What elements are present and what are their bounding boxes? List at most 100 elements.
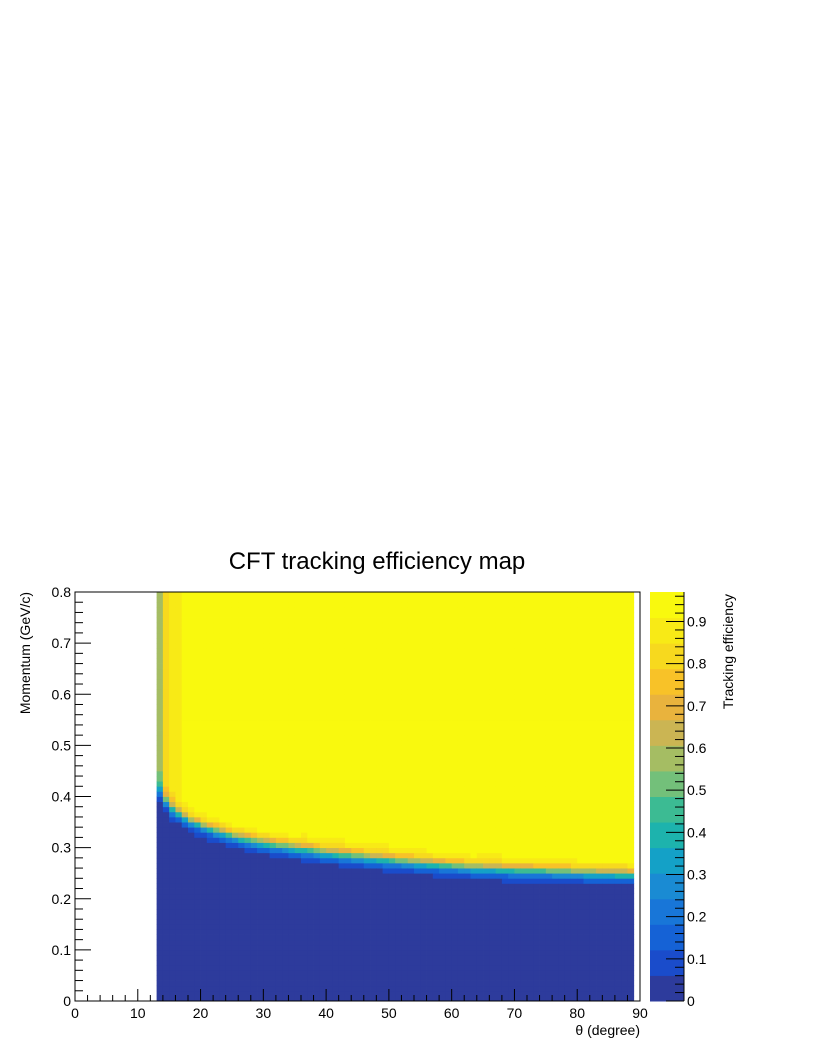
heatmap-cell bbox=[263, 638, 271, 644]
heatmap-cell bbox=[432, 627, 440, 634]
heatmap-cell bbox=[319, 857, 327, 864]
heatmap-cell bbox=[282, 919, 289, 925]
heatmap-cell bbox=[483, 791, 490, 797]
heatmap-cell bbox=[219, 929, 227, 935]
heatmap-cell bbox=[388, 745, 396, 751]
heatmap-cell bbox=[206, 658, 214, 664]
heatmap-cell bbox=[169, 847, 176, 854]
heatmap-cell bbox=[351, 622, 358, 629]
heatmap-cell bbox=[231, 796, 239, 803]
heatmap-cell bbox=[332, 770, 340, 777]
heatmap-cell bbox=[470, 832, 478, 838]
heatmap-cell bbox=[495, 878, 503, 884]
heatmap-cell bbox=[282, 929, 289, 935]
heatmap-cell bbox=[420, 852, 427, 859]
heatmap-cell bbox=[451, 694, 459, 700]
heatmap-cell bbox=[395, 985, 402, 992]
heatmap-cell bbox=[508, 806, 515, 813]
heatmap-cell bbox=[483, 648, 490, 654]
heatmap-cell bbox=[420, 965, 427, 971]
heatmap-cell bbox=[175, 632, 183, 639]
heatmap-cell bbox=[363, 806, 371, 813]
heatmap-cell bbox=[263, 929, 271, 935]
heatmap-cell bbox=[501, 673, 509, 680]
heatmap-cell bbox=[476, 924, 484, 930]
heatmap-cell bbox=[533, 960, 540, 966]
heatmap-cell bbox=[407, 658, 415, 664]
heatmap-cell bbox=[476, 832, 484, 838]
heatmap-cell bbox=[319, 878, 327, 884]
heatmap-cell bbox=[307, 934, 314, 941]
heatmap-cell bbox=[432, 980, 440, 987]
heatmap-cell bbox=[238, 663, 245, 670]
heatmap-cell bbox=[188, 730, 195, 736]
heatmap-cell bbox=[231, 862, 239, 869]
heatmap-cell bbox=[175, 954, 183, 961]
heatmap-cell bbox=[508, 592, 515, 598]
heatmap-cell bbox=[269, 750, 277, 756]
heatmap-cell bbox=[175, 847, 183, 854]
heatmap-cell bbox=[388, 914, 396, 920]
heatmap-cell bbox=[351, 862, 358, 869]
heatmap-cell bbox=[382, 638, 390, 644]
heatmap-cell bbox=[388, 730, 396, 736]
heatmap-cell bbox=[363, 597, 371, 603]
heatmap-cell bbox=[250, 842, 258, 849]
heatmap-cell bbox=[464, 678, 471, 685]
heatmap-cell bbox=[257, 857, 264, 864]
heatmap-cell bbox=[156, 765, 164, 772]
heatmap-cell bbox=[426, 673, 434, 680]
heatmap-cell bbox=[294, 689, 302, 695]
heatmap-cell bbox=[326, 735, 333, 741]
heatmap-cell bbox=[301, 878, 308, 884]
heatmap-cell bbox=[213, 745, 220, 751]
heatmap-cell bbox=[231, 653, 239, 659]
heatmap-cell bbox=[520, 888, 528, 895]
heatmap-cell bbox=[313, 929, 321, 935]
heatmap-cell bbox=[476, 939, 484, 946]
heatmap-cell bbox=[414, 862, 421, 869]
heatmap-cell bbox=[457, 730, 465, 736]
heatmap-cell bbox=[401, 709, 409, 716]
heatmap-cell bbox=[188, 602, 195, 608]
heatmap-cell bbox=[344, 832, 352, 838]
heatmap-cell bbox=[294, 801, 302, 808]
heatmap-cell bbox=[188, 648, 195, 654]
heatmap-cell bbox=[414, 878, 421, 884]
heatmap-cell bbox=[426, 868, 434, 874]
heatmap-cell bbox=[501, 949, 509, 956]
heatmap-cell bbox=[388, 995, 396, 1002]
heatmap-cell bbox=[169, 883, 176, 889]
heatmap-cell bbox=[527, 893, 534, 900]
heatmap-cell bbox=[470, 837, 478, 843]
heatmap-cell bbox=[520, 898, 528, 905]
heatmap-cell bbox=[225, 898, 233, 905]
heatmap-cell bbox=[527, 699, 534, 705]
heatmap-cell bbox=[206, 842, 214, 849]
heatmap-cell bbox=[407, 770, 415, 777]
heatmap-cell bbox=[501, 908, 509, 915]
heatmap-cell bbox=[401, 724, 409, 731]
heatmap-cell bbox=[319, 985, 327, 992]
heatmap-cell bbox=[200, 939, 208, 946]
heatmap-cell bbox=[263, 837, 271, 843]
heatmap-cell bbox=[464, 847, 471, 854]
heatmap-cell bbox=[376, 893, 384, 900]
heatmap-cell bbox=[344, 944, 352, 951]
heatmap-cell bbox=[382, 648, 390, 654]
heatmap-cell bbox=[363, 699, 371, 705]
heatmap-cell bbox=[313, 714, 321, 721]
heatmap-cell bbox=[213, 684, 220, 690]
heatmap-cell bbox=[344, 607, 352, 613]
heatmap-cell bbox=[539, 832, 547, 838]
heatmap-cell bbox=[401, 765, 409, 772]
heatmap-cell bbox=[495, 735, 503, 741]
heatmap-cell bbox=[501, 689, 509, 695]
heatmap-cell bbox=[501, 694, 509, 700]
heatmap-cell bbox=[238, 724, 245, 731]
heatmap-cell bbox=[363, 724, 371, 731]
heatmap-cell bbox=[445, 658, 453, 664]
heatmap-cell bbox=[382, 781, 390, 787]
heatmap-cell bbox=[464, 724, 471, 731]
heatmap-cell bbox=[470, 924, 478, 930]
